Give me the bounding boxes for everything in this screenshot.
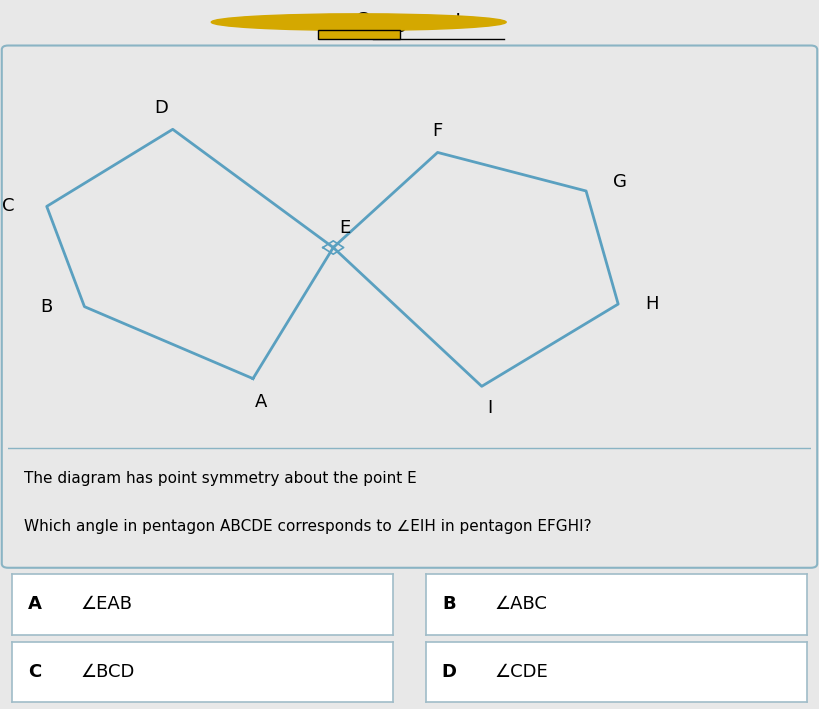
Text: ∠CDE: ∠CDE	[495, 663, 548, 681]
Text: C: C	[2, 197, 15, 216]
Text: B: B	[442, 596, 455, 613]
Text: A: A	[255, 393, 267, 411]
Text: D: D	[441, 663, 456, 681]
Text: ∠ABC: ∠ABC	[495, 596, 547, 613]
Text: C: C	[29, 663, 42, 681]
FancyBboxPatch shape	[318, 30, 400, 39]
Text: F: F	[432, 122, 443, 140]
Text: G: G	[613, 173, 627, 191]
Text: D: D	[154, 99, 168, 117]
Text: I: I	[487, 399, 492, 417]
Text: ∠EAB: ∠EAB	[81, 596, 133, 613]
Text: Which angle in pentagon ABCDE corresponds to ∠EIH in pentagon EFGHI?: Which angle in pentagon ABCDE correspond…	[25, 519, 592, 534]
Text: The diagram has point symmetry about the point E: The diagram has point symmetry about the…	[25, 471, 417, 486]
Text: B: B	[40, 298, 52, 316]
Text: A: A	[28, 596, 42, 613]
Text: ∠BCD: ∠BCD	[81, 663, 135, 681]
Circle shape	[211, 13, 506, 30]
Text: E: E	[340, 219, 351, 237]
Text: Congruent: Congruent	[355, 12, 464, 32]
Text: H: H	[645, 295, 658, 313]
